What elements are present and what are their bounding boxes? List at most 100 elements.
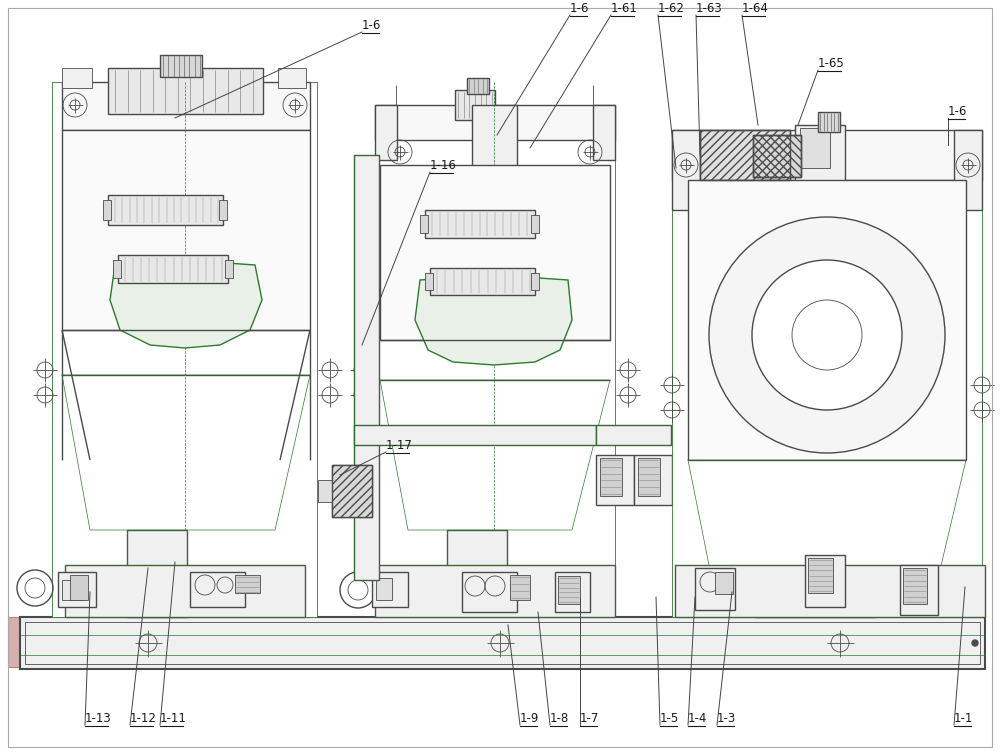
Bar	[675, 565, 985, 617]
Bar	[25, 622, 980, 664]
Bar	[127, 530, 187, 617]
Bar	[354, 425, 596, 445]
Bar	[672, 130, 982, 180]
Bar	[467, 78, 489, 94]
Text: 1-62: 1-62	[658, 2, 685, 15]
Bar	[695, 568, 735, 610]
Bar	[795, 125, 845, 185]
Text: 1-11: 1-11	[160, 712, 187, 725]
Bar	[462, 572, 517, 612]
Bar	[375, 105, 615, 140]
Bar	[65, 565, 305, 617]
Text: 1-12: 1-12	[130, 712, 157, 725]
Bar	[700, 130, 790, 180]
Bar	[531, 215, 539, 233]
Bar	[638, 458, 660, 496]
Bar	[190, 572, 245, 607]
Bar	[20, 617, 985, 669]
Bar	[118, 255, 228, 283]
Bar	[900, 565, 938, 615]
Bar	[318, 480, 332, 502]
Bar	[375, 565, 615, 617]
Bar	[818, 112, 840, 132]
Bar	[62, 68, 92, 88]
Bar	[235, 575, 260, 593]
Bar	[332, 465, 372, 517]
Bar	[108, 68, 263, 114]
Bar	[555, 572, 590, 612]
Bar	[808, 558, 833, 593]
Bar	[672, 130, 982, 617]
Bar	[715, 572, 733, 594]
Bar	[70, 575, 88, 600]
Bar	[375, 105, 615, 615]
Polygon shape	[380, 380, 610, 530]
Text: 1-1: 1-1	[954, 712, 973, 725]
Bar	[455, 90, 495, 120]
Bar	[8, 617, 20, 667]
Bar	[430, 268, 535, 295]
Bar	[375, 565, 615, 617]
Text: 1-7: 1-7	[580, 712, 599, 725]
Bar	[65, 565, 305, 617]
Bar	[219, 200, 227, 220]
Bar	[447, 530, 507, 615]
Bar	[903, 568, 927, 604]
Bar	[596, 425, 671, 445]
Bar	[160, 55, 202, 77]
Bar	[596, 455, 634, 505]
Text: 1-16: 1-16	[430, 159, 457, 172]
Text: 1-5: 1-5	[660, 712, 679, 725]
Bar	[113, 260, 121, 278]
Bar	[472, 105, 517, 170]
Text: 1-63: 1-63	[696, 2, 723, 15]
Text: 1-4: 1-4	[688, 712, 707, 725]
Bar	[420, 215, 428, 233]
Bar	[954, 130, 982, 210]
Polygon shape	[415, 275, 572, 365]
Text: 1-6: 1-6	[948, 105, 967, 118]
Bar	[753, 135, 801, 177]
Bar	[753, 135, 801, 177]
Bar	[225, 260, 233, 278]
Bar	[700, 130, 790, 180]
Text: 1-9: 1-9	[520, 712, 539, 725]
Polygon shape	[688, 460, 966, 570]
Text: 1-6: 1-6	[362, 19, 381, 32]
Circle shape	[972, 640, 978, 646]
Bar	[600, 458, 622, 496]
Bar	[815, 570, 875, 617]
Bar	[376, 578, 392, 600]
Bar	[108, 195, 223, 225]
Bar	[332, 465, 372, 517]
Text: 1-61: 1-61	[611, 2, 638, 15]
Bar	[354, 155, 379, 580]
Bar	[62, 130, 310, 330]
Bar	[380, 165, 610, 340]
Polygon shape	[62, 220, 310, 455]
Text: 1-17: 1-17	[386, 439, 413, 452]
Bar	[62, 82, 310, 130]
Bar	[278, 68, 306, 88]
Bar	[354, 155, 379, 580]
Bar	[755, 570, 815, 617]
Ellipse shape	[762, 410, 892, 450]
Polygon shape	[110, 260, 262, 348]
Text: 1-13: 1-13	[85, 712, 112, 725]
Text: 1-6: 1-6	[570, 2, 589, 15]
Bar	[354, 425, 596, 445]
Circle shape	[709, 217, 945, 453]
Circle shape	[792, 300, 862, 370]
Circle shape	[752, 260, 902, 410]
Text: 1-64: 1-64	[742, 2, 769, 15]
Bar	[103, 200, 111, 220]
Bar	[558, 576, 580, 604]
Bar	[372, 572, 408, 607]
Bar	[510, 575, 530, 600]
Bar	[447, 530, 507, 615]
Bar	[688, 180, 966, 460]
Bar	[58, 572, 96, 607]
Polygon shape	[62, 375, 310, 530]
Bar	[531, 273, 539, 290]
Bar	[755, 570, 815, 617]
